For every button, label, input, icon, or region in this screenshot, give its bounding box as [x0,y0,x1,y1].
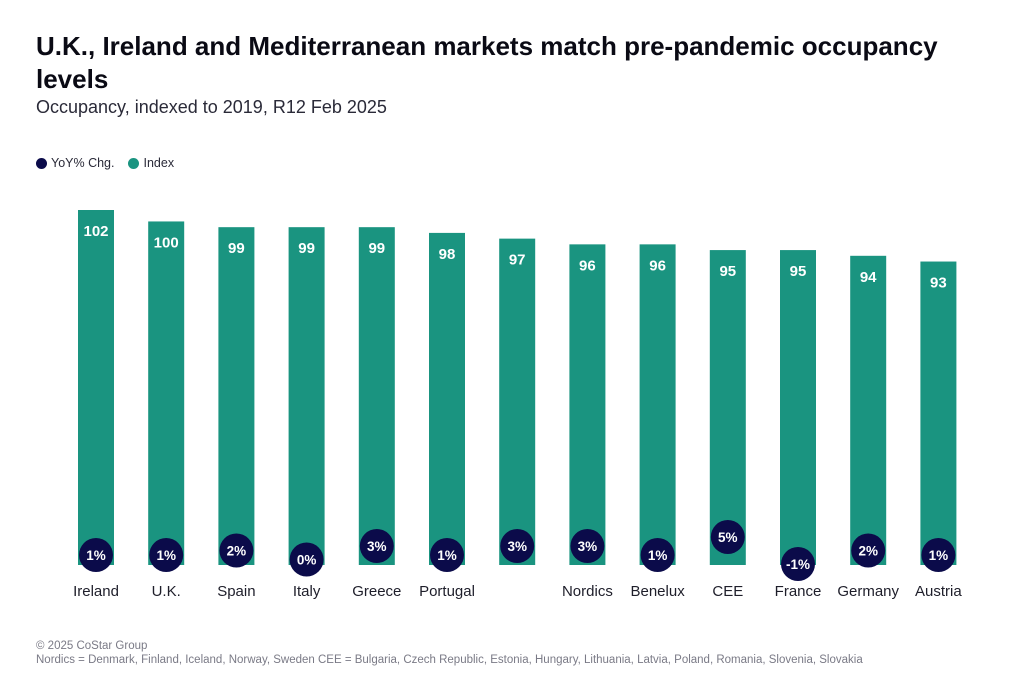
index-bar [78,210,114,565]
chart-subtitle: Occupancy, indexed to 2019, R12 Feb 2025 [36,97,387,117]
legend-label-index: Index [143,156,175,170]
yoy-value-label: 3% [507,539,527,554]
index-value-label: 96 [649,257,666,274]
yoy-marker [640,538,675,572]
index-bar [148,221,185,566]
index-value-label: 98 [439,246,456,263]
footnote-text: Nordics = Denmark, Finland, Iceland, Nor… [36,654,863,666]
index-bar [358,227,395,565]
index-bar [499,238,536,565]
index-value-label: 99 [298,240,315,257]
yoy-value-label: 5% [718,530,738,545]
yoy-marker [921,538,956,572]
category-label: France [775,583,822,600]
index-bar [920,261,957,565]
index-bar [850,255,887,565]
legend-item-index: Index [128,156,174,170]
index-value-label: 93 [930,275,947,292]
yoy-value-label: 2% [227,544,247,559]
index-bar [569,244,606,565]
index-bar [639,244,676,565]
copyright-text: © 2025 CoStar Group [36,640,148,652]
index-value-label: 99 [228,240,245,257]
index-bar [429,232,465,565]
legend: YoY% Chg. Index [36,156,174,170]
yoy-value-label: 2% [858,544,878,559]
index-bar [709,250,746,566]
category-label: Benelux [630,583,685,600]
yoy-marker [219,533,254,568]
yoy-marker [710,520,745,554]
yoy-marker [289,542,324,577]
category-label: Greece [352,583,401,600]
legend-label-yoy: YoY% Chg. [51,156,115,170]
yoy-marker [430,538,464,572]
yoy-marker [149,538,184,572]
yoy-value-label: -1% [786,557,810,572]
index-value-label: 94 [860,269,877,286]
yoy-marker [79,538,113,572]
legend-swatch-index [128,157,140,169]
index-value-label: 97 [509,252,526,269]
index-value-label: 95 [790,263,807,280]
category-label: Nordics [562,583,613,600]
yoy-marker [500,529,535,563]
yoy-value-label: 1% [648,548,668,563]
category-label: CEE [712,583,743,600]
index-value-label: 100 [154,234,179,251]
yoy-marker [570,529,605,563]
category-label: Germany [837,583,899,600]
yoy-value-label: 1% [437,548,457,563]
index-bar [780,250,816,566]
legend-item-yoy: YoY% Chg. [36,156,114,170]
yoy-value-label: 1% [86,548,106,563]
yoy-value-label: 1% [156,548,176,563]
yoy-marker [359,529,394,563]
yoy-marker [851,533,886,568]
footer: © 2025 CoStar Group Nordics = Denmark, F… [36,639,863,667]
index-bar [288,227,325,565]
category-label: Spain [217,583,255,600]
yoy-value-label: 0% [297,553,317,568]
index-value-label: 95 [719,263,736,280]
category-label: Italy [293,583,321,600]
yoy-value-label: 3% [367,539,387,554]
index-bar [218,227,255,565]
category-label: Portugal [419,583,475,600]
yoy-value-label: 3% [578,539,598,554]
chart-title: U.K., Ireland and Mediterranean markets … [36,31,938,94]
legend-swatch-yoy [36,157,47,169]
yoy-marker [781,547,815,581]
yoy-value-label: 1% [929,548,949,563]
index-value-label: 96 [579,257,596,274]
category-label: Ireland [73,583,119,600]
index-value-label: 99 [368,240,385,257]
category-label: U.K. [152,583,181,600]
index-value-label: 102 [83,223,108,240]
category-label: Austria [915,583,962,600]
